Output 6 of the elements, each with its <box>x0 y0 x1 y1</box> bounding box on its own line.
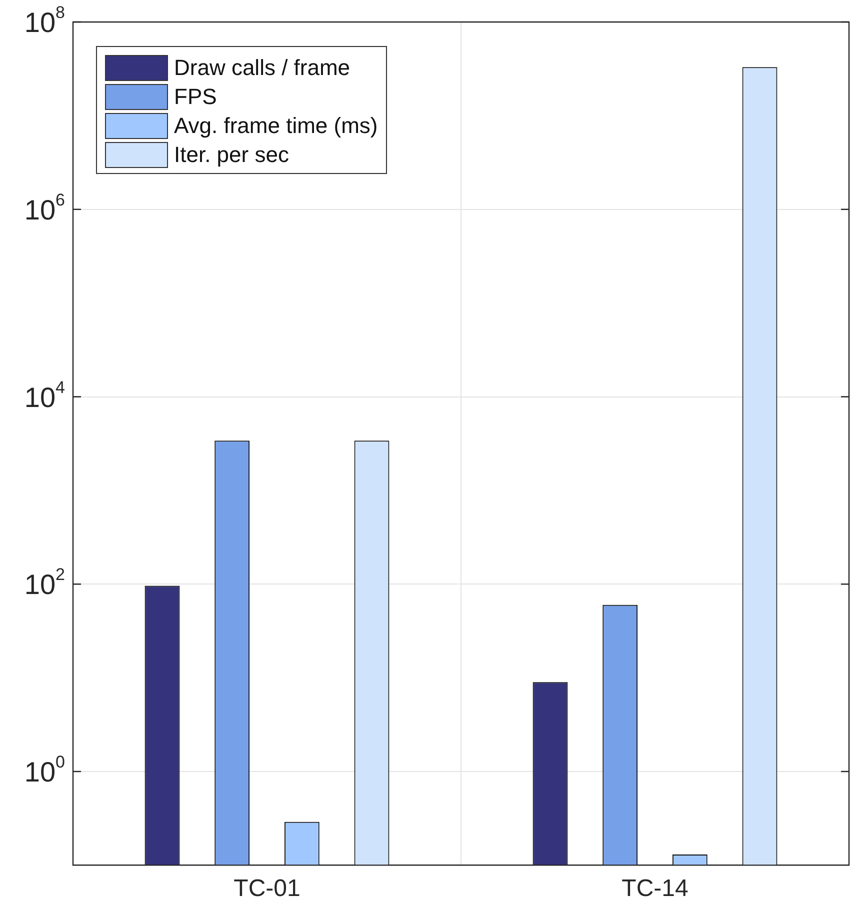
legend-label: Avg. frame time (ms) <box>174 112 378 138</box>
x-tick-label: TC-01 <box>234 875 300 902</box>
legend-label: Iter. per sec <box>174 142 289 168</box>
x-tick-label: TC-14 <box>622 875 688 902</box>
legend-label: FPS <box>174 84 217 110</box>
legend-label: Draw calls / frame <box>174 54 350 80</box>
